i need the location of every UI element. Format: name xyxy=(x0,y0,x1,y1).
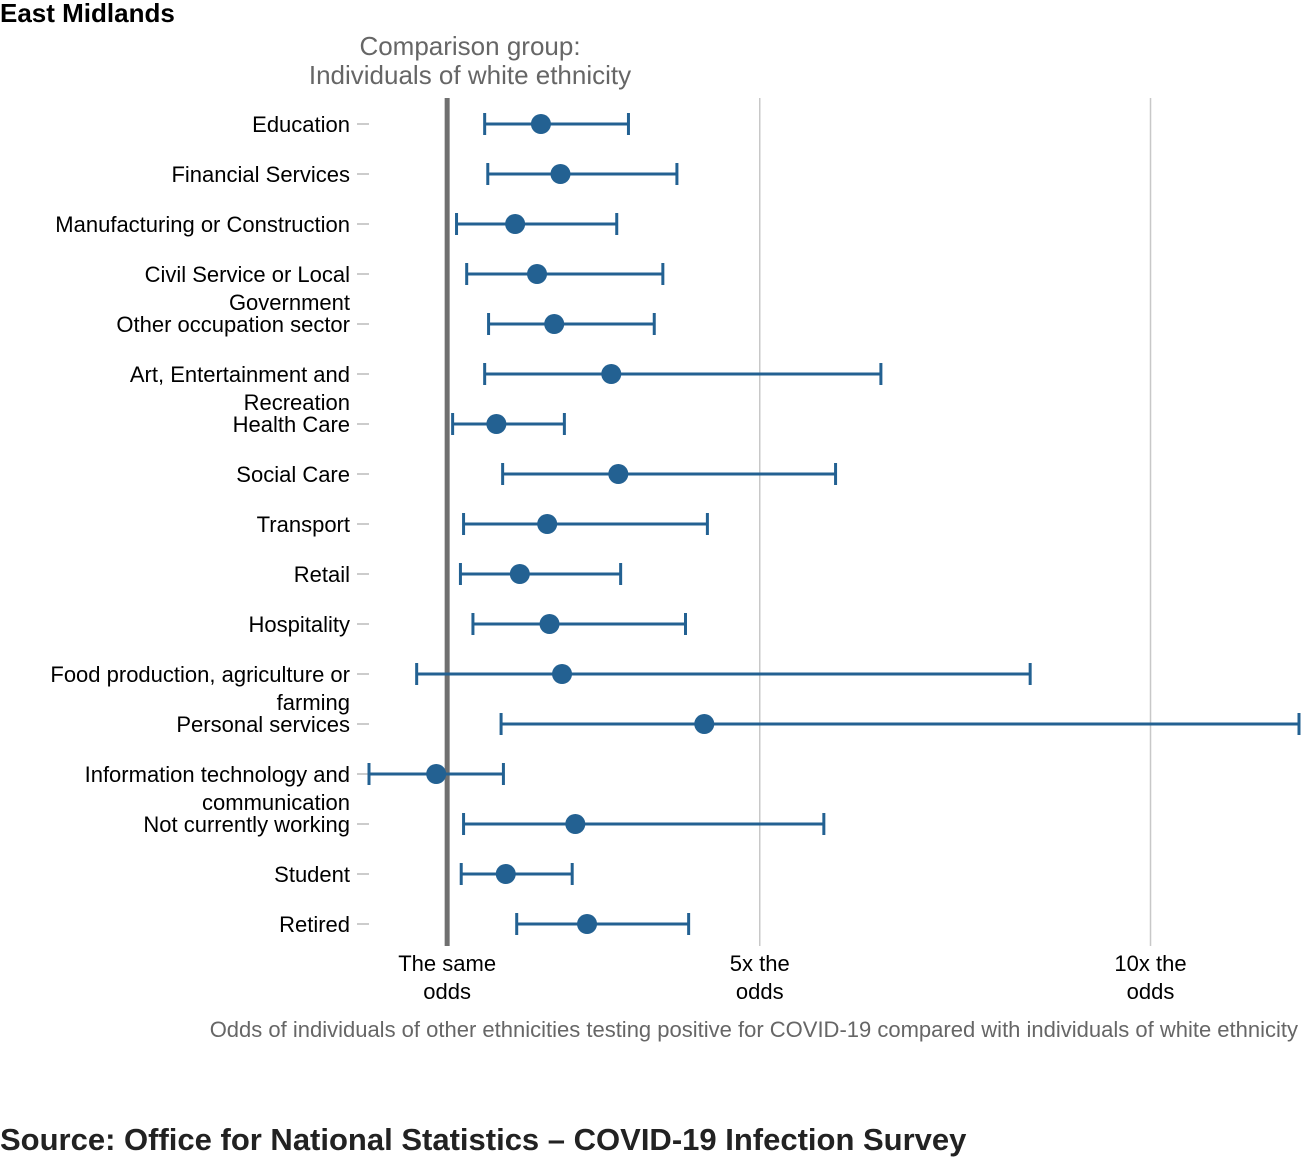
category-label-3: Civil Service or Local xyxy=(145,262,350,287)
estimate-point-14 xyxy=(565,814,586,834)
estimate-point-2 xyxy=(505,214,526,234)
estimate-point-16 xyxy=(577,914,598,934)
category-label-15: Student xyxy=(274,862,350,887)
category-label-10: Hospitality xyxy=(249,612,350,637)
category-label-0: Education xyxy=(252,112,350,137)
x-tick-label-0-0: The same xyxy=(398,951,496,976)
category-label-11-line-1: farming xyxy=(277,690,350,715)
category-label-11: Food production, agriculture or xyxy=(50,662,350,687)
estimate-point-3 xyxy=(527,264,548,284)
x-tick-label-2-1: odds xyxy=(1127,979,1175,1004)
x-axis-label: Odds of individuals of other ethnicities… xyxy=(210,1017,1298,1042)
estimate-point-13 xyxy=(426,764,447,784)
estimate-point-7 xyxy=(608,464,629,484)
x-tick-label-2-0: 10x the xyxy=(1114,951,1186,976)
estimate-point-4 xyxy=(544,314,565,334)
chart-title: East Midlands xyxy=(0,0,175,28)
category-label-6: Health Care xyxy=(233,412,350,437)
estimate-point-11 xyxy=(552,664,573,684)
estimate-point-0 xyxy=(530,114,551,134)
category-label-8: Transport xyxy=(257,512,350,537)
forest-plot: The same odds 5x the odds 10x the odds Educati… xyxy=(50,98,1301,1042)
estimate-point-5 xyxy=(601,364,622,384)
x-tick-label-0-1: odds xyxy=(423,979,471,1004)
category-label-13: Information technology and xyxy=(85,762,350,787)
estimate-point-9 xyxy=(509,564,530,584)
estimate-point-6 xyxy=(486,414,507,434)
category-label-4: Other occupation sector xyxy=(116,312,350,337)
estimate-point-12 xyxy=(694,714,715,734)
x-tick-label-1-0: 5x the xyxy=(730,951,790,976)
x-tick-label-1-1: odds xyxy=(736,979,784,1004)
category-label-5-line-1: Recreation xyxy=(244,390,350,415)
category-label-1: Financial Services xyxy=(171,162,350,187)
category-label-12: Personal services xyxy=(176,712,350,737)
category-label-9: Retail xyxy=(294,562,350,587)
estimate-point-8 xyxy=(537,514,558,534)
category-label-7: Social Care xyxy=(236,462,350,487)
reference-label-line-2: Individuals of white ethnicity xyxy=(308,60,632,90)
category-label-13-line-1: communication xyxy=(202,790,350,815)
reference-label-line-1: Comparison group: xyxy=(359,31,581,61)
category-label-16: Retired xyxy=(279,912,350,937)
category-label-5: Art, Entertainment and xyxy=(130,362,350,387)
estimate-point-1 xyxy=(550,164,571,184)
estimate-point-10 xyxy=(539,614,560,634)
reference-label: Comparison group: Individuals of white e… xyxy=(270,32,670,90)
category-label-14: Not currently working xyxy=(143,812,350,837)
category-label-2: Manufacturing or Construction xyxy=(55,212,350,237)
category-label-3-line-1: Government xyxy=(229,290,350,315)
source-note: Source: Office for National Statistics –… xyxy=(0,1122,967,1157)
estimate-point-15 xyxy=(495,864,516,884)
